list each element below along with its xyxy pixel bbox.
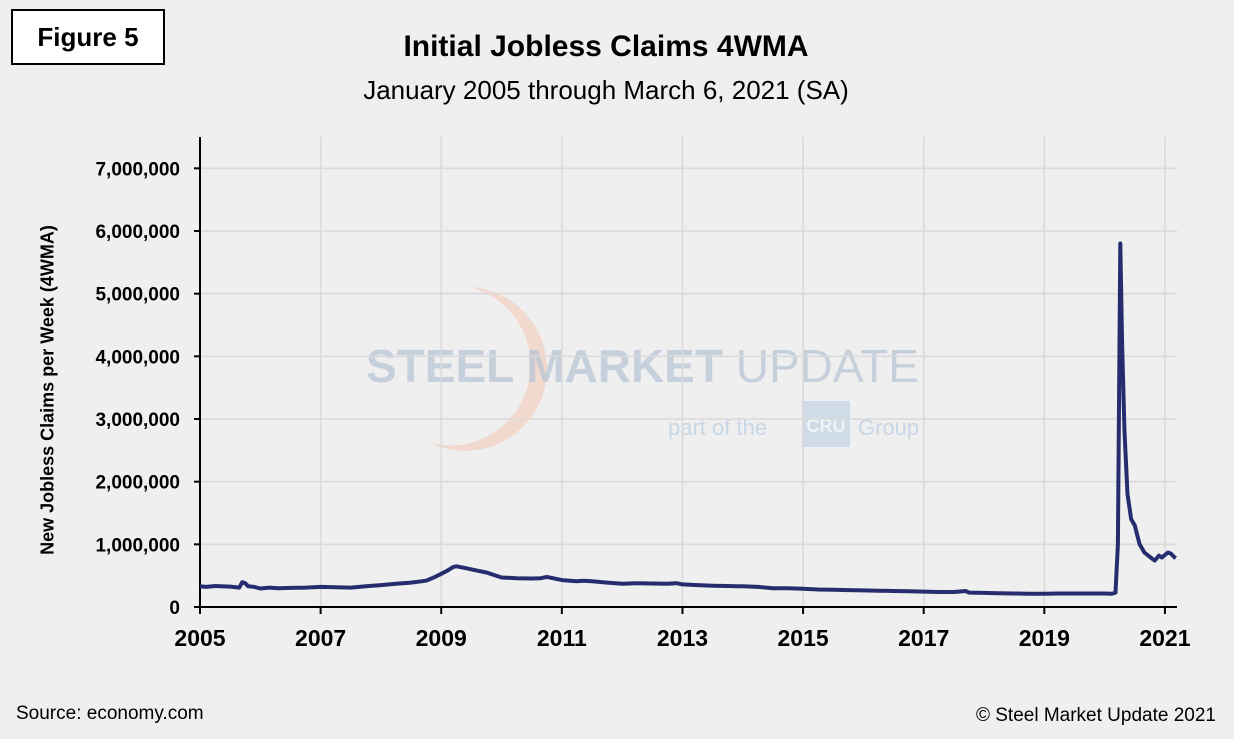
y-tick-label: 7,000,000 — [95, 159, 180, 180]
x-tick-label: 2009 — [416, 625, 467, 651]
y-tick-label: 4,000,000 — [95, 347, 180, 368]
y-tick-label: 3,000,000 — [95, 410, 180, 431]
figure-label: Figure 5 — [11, 9, 165, 65]
grid-lines — [200, 137, 1177, 607]
series-line-jobless-claims — [199, 241, 1177, 596]
y-tick-label: 0 — [169, 598, 180, 619]
y-tick-label: 5,000,000 — [95, 285, 180, 306]
y-tick-label: 2,000,000 — [95, 473, 180, 494]
y-tick-label: 1,000,000 — [95, 535, 180, 556]
chart-title: Initial Jobless Claims 4WMA — [403, 30, 809, 63]
x-tick-label: 2005 — [174, 625, 225, 651]
source-note: Source: economy.com — [16, 703, 204, 724]
y-tick-label: 6,000,000 — [95, 222, 180, 243]
x-tick-label: 2011 — [537, 625, 587, 651]
x-tick-labels: 2005 2007 2009 2011 2013 2015 2017 2019 2021 — [174, 625, 1190, 651]
chart-subtitle: January 2005 through March 6, 2021 (SA) — [363, 75, 849, 105]
x-tick-label: 2007 — [295, 625, 346, 651]
x-tick-label: 2021 — [1139, 625, 1190, 651]
axes — [194, 137, 1177, 614]
x-tick-label: 2019 — [1019, 625, 1070, 651]
x-tick-label: 2013 — [657, 625, 708, 651]
x-tick-label: 2017 — [898, 625, 949, 651]
y-tick-labels: 0 1,000,000 2,000,000 3,000,000 4,000,000 5,0… — [95, 159, 180, 619]
copyright-note: © Steel Market Update 2021 — [975, 705, 1216, 726]
x-tick-label: 2015 — [778, 625, 829, 651]
